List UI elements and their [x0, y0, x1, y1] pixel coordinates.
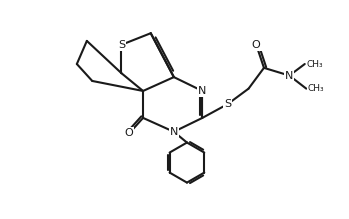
Text: S: S [118, 40, 125, 50]
Text: S: S [224, 99, 231, 109]
Text: N: N [285, 71, 294, 81]
Text: CH₃: CH₃ [306, 60, 323, 69]
Text: CH₃: CH₃ [308, 84, 325, 93]
Text: N: N [170, 127, 178, 137]
Text: O: O [125, 128, 134, 138]
Text: N: N [198, 86, 207, 96]
Text: O: O [252, 40, 261, 50]
